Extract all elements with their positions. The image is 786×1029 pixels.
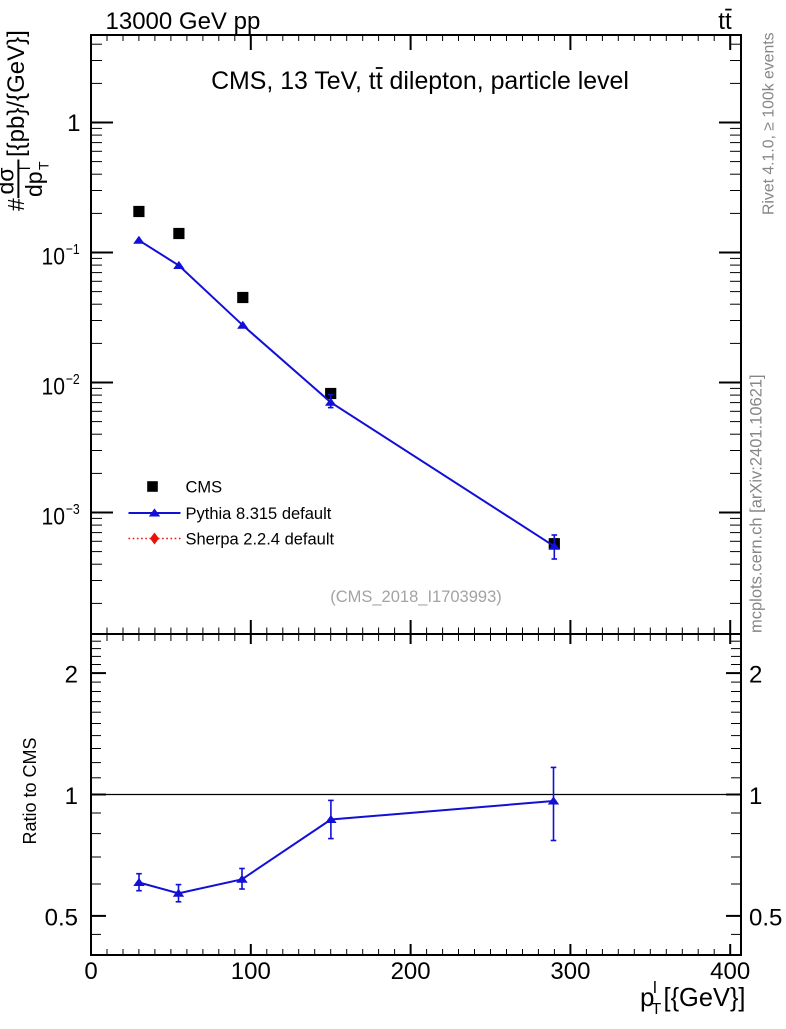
svg-text:dp: dp (21, 171, 47, 197)
svg-text:0: 0 (84, 958, 97, 985)
svg-text:300: 300 (550, 958, 590, 985)
svg-text:13000 GeV pp: 13000 GeV pp (106, 8, 261, 35)
svg-text:0.5: 0.5 (749, 905, 782, 932)
svg-text:Pythia 8.315 default: Pythia 8.315 default (186, 505, 332, 523)
svg-text:l: l (17, 167, 34, 170)
svg-text:400: 400 (710, 958, 750, 985)
svg-text:1: 1 (67, 110, 80, 137)
svg-text:Ratio to CMS: Ratio to CMS (20, 737, 40, 844)
svg-text:100: 100 (231, 958, 271, 985)
svg-text:p: p (640, 982, 654, 1012)
svg-text:10: 10 (42, 374, 66, 401)
svg-text:Sherpa 2.2.4 default: Sherpa 2.2.4 default (186, 531, 335, 549)
svg-text:200: 200 (391, 958, 431, 985)
svg-text:2: 2 (65, 662, 78, 689)
svg-text:[{GeV}]: [{GeV}] (664, 982, 746, 1012)
svg-text:Rivet 4.1.0, ≥ 100k events: Rivet 4.1.0, ≥ 100k events (761, 32, 778, 215)
svg-text:−3: −3 (66, 501, 80, 518)
svg-text:T: T (36, 161, 52, 170)
svg-text:(CMS_2018_I1703993): (CMS_2018_I1703993) (330, 588, 502, 606)
svg-text:#: # (3, 198, 29, 211)
svg-text:mcplots.cern.ch [arXiv:2401.10: mcplots.cern.ch [arXiv:2401.10621] (748, 374, 766, 633)
svg-text:T: T (652, 1001, 662, 1018)
svg-text:10: 10 (42, 504, 66, 531)
svg-text:CMS: CMS (186, 479, 223, 497)
svg-text:l: l (653, 978, 657, 997)
svg-text:[{pb}/{GeV}]: [{pb}/{GeV}] (3, 30, 30, 157)
svg-text:−2: −2 (66, 371, 80, 388)
svg-text:tt: tt (718, 8, 732, 35)
svg-text:CMS, 13 TeV, tt dilepton, part: CMS, 13 TeV, tt dilepton, particle level (211, 67, 629, 95)
svg-text:1: 1 (749, 783, 762, 810)
svg-text:0.5: 0.5 (45, 905, 78, 932)
svg-text:−1: −1 (66, 241, 80, 258)
svg-text:2: 2 (749, 662, 762, 689)
svg-text:dσ: dσ (0, 168, 19, 195)
svg-text:1: 1 (65, 783, 78, 810)
svg-text:10: 10 (42, 244, 66, 271)
